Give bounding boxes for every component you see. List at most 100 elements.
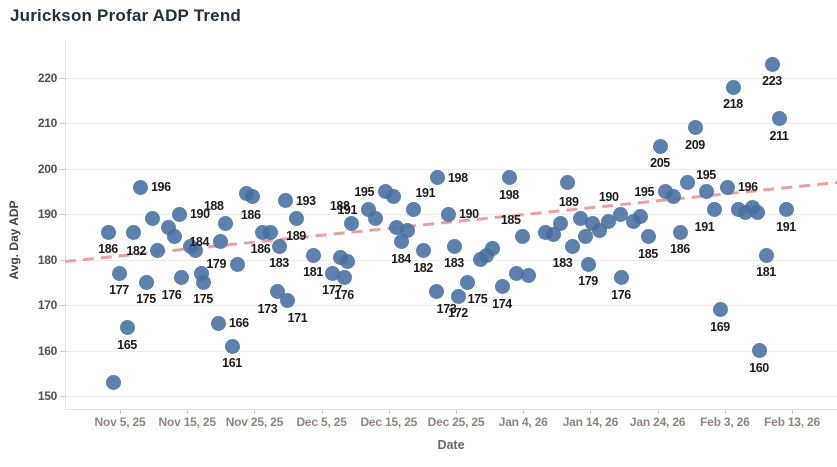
x-tick-mark <box>321 410 323 414</box>
data-point <box>600 213 616 229</box>
data-point <box>778 202 794 218</box>
y-tick-label: 160 <box>37 343 57 358</box>
data-point-label: 196 <box>738 180 758 195</box>
data-point-label: 181 <box>756 265 776 280</box>
x-tick-label: Nov 25, 25 <box>225 415 284 429</box>
x-tick-label: Dec 25, 25 <box>427 415 485 429</box>
y-gridline <box>65 77 837 79</box>
data-point <box>428 284 444 299</box>
data-point-label: 185 <box>500 212 521 227</box>
data-point <box>580 256 596 272</box>
x-tick-label: Jan 4, 26 <box>498 415 548 429</box>
data-point <box>149 243 165 259</box>
data-point <box>399 222 415 238</box>
data-point <box>652 138 668 154</box>
data-point-label: 195 <box>696 167 716 182</box>
data-point <box>559 174 575 190</box>
data-point-label: 174 <box>492 296 512 311</box>
data-point <box>111 265 127 281</box>
y-axis-line <box>65 40 66 410</box>
y-tick-mark <box>60 214 66 216</box>
data-point-label: 184 <box>189 234 209 249</box>
x-tick-mark <box>388 410 390 414</box>
x-tick-mark <box>456 410 457 414</box>
y-gridline <box>65 123 837 125</box>
data-point-label: 181 <box>303 265 323 280</box>
data-point <box>119 320 135 336</box>
y-gridline <box>65 350 837 352</box>
data-point <box>336 270 352 286</box>
data-point <box>440 206 456 222</box>
data-point <box>210 315 226 331</box>
data-point-label: 183 <box>552 256 573 271</box>
data-point <box>706 202 722 218</box>
data-point <box>640 229 656 245</box>
data-point <box>367 211 383 227</box>
data-point <box>698 184 714 200</box>
data-point-label: 175 <box>467 292 488 307</box>
data-point-label: 198 <box>448 170 468 185</box>
data-point-label: 191 <box>694 219 715 234</box>
data-point <box>501 170 517 186</box>
x-tick-mark <box>187 410 189 414</box>
data-point <box>339 254 355 270</box>
data-point <box>166 229 182 245</box>
data-point-label: 177 <box>109 283 129 298</box>
y-tick-mark <box>60 168 66 170</box>
x-axis-line <box>65 409 837 410</box>
data-point <box>665 188 681 204</box>
x-tick-label: Feb 3, 26 <box>700 415 750 429</box>
data-point <box>212 234 228 250</box>
data-point-label: 218 <box>723 97 743 112</box>
x-tick-label: Nov 15, 25 <box>158 415 217 429</box>
data-point-label: 172 <box>448 306 468 321</box>
data-point-label: 161 <box>222 356 242 371</box>
y-tick-label: 190 <box>37 207 57 222</box>
data-point-label: 190 <box>459 207 479 222</box>
data-point <box>144 211 160 227</box>
x-tick-mark <box>657 410 659 414</box>
y-tick-label: 210 <box>37 116 57 131</box>
data-point <box>229 256 245 272</box>
data-point <box>132 179 148 195</box>
data-point-label: 191 <box>776 219 796 234</box>
data-point-label: 173 <box>257 301 278 316</box>
data-point-label: 189 <box>558 194 579 209</box>
data-point <box>393 234 409 250</box>
data-point-label: 176 <box>334 287 354 302</box>
x-tick-label: Jan 24, 26 <box>629 415 686 429</box>
x-tick-mark <box>792 410 793 414</box>
data-point-label: 182 <box>126 243 146 258</box>
data-point <box>224 338 240 354</box>
data-point-label: 171 <box>287 310 308 325</box>
data-point-label: 195 <box>354 184 374 199</box>
data-point <box>343 215 359 231</box>
data-point-label: 188 <box>329 199 350 214</box>
y-tick-label: 220 <box>37 70 57 85</box>
data-point <box>751 343 767 359</box>
data-point <box>187 243 203 259</box>
data-point <box>572 211 588 227</box>
data-point <box>125 224 141 240</box>
data-point <box>450 288 466 304</box>
y-tick-label: 200 <box>37 161 57 176</box>
data-point <box>719 179 735 195</box>
data-point <box>138 274 154 290</box>
data-point <box>632 209 648 225</box>
data-point <box>564 238 580 254</box>
data-point-label: 209 <box>685 137 705 152</box>
data-point <box>262 224 278 240</box>
data-point <box>687 120 703 136</box>
y-gridline <box>65 259 837 261</box>
data-point-label: 182 <box>413 260 433 275</box>
data-point <box>429 170 445 186</box>
y-tick-mark <box>60 305 66 307</box>
data-point-label: 176 <box>611 287 631 302</box>
x-tick-label: Nov 5, 25 <box>94 415 146 429</box>
y-tick-mark <box>60 77 66 79</box>
data-point-label: 186 <box>250 242 271 257</box>
data-point <box>672 224 688 240</box>
data-point <box>105 374 121 390</box>
data-point <box>494 279 510 295</box>
